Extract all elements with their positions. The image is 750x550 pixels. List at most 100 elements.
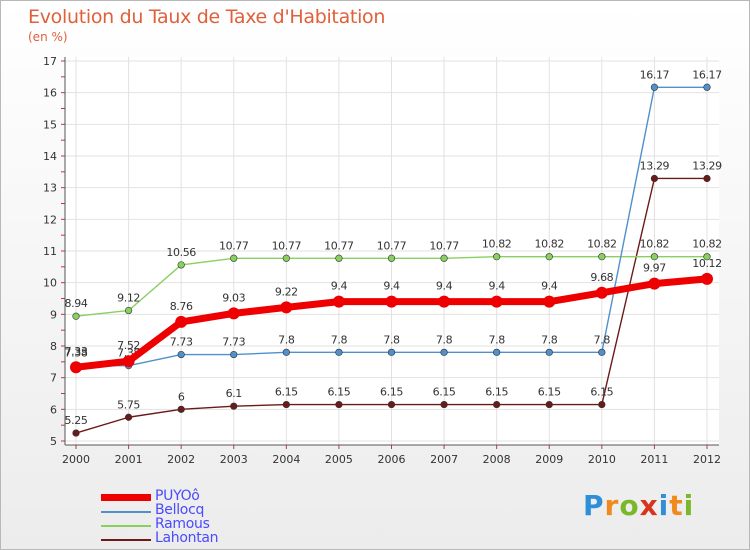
y-tick-label: 9 — [50, 308, 57, 321]
data-point — [440, 348, 448, 356]
data-point — [177, 261, 185, 269]
data-point — [703, 83, 711, 91]
data-label: 10.77 — [377, 239, 407, 252]
data-label: 9.4 — [331, 280, 348, 293]
x-tick-label: 2001 — [115, 453, 143, 466]
data-label: 7.52 — [117, 339, 140, 352]
data-point — [598, 253, 606, 261]
y-tick-label: 5 — [50, 435, 57, 448]
data-point — [282, 348, 290, 356]
x-tick-label: 2000 — [62, 453, 90, 466]
proxiti-logo: Proxiti — [583, 489, 695, 522]
data-point — [387, 348, 396, 356]
data-label: 7.8 — [383, 333, 400, 346]
y-tick-label: 6 — [50, 403, 57, 416]
data-label: 7.8 — [541, 333, 558, 346]
legend-swatch — [101, 525, 151, 527]
data-point — [70, 361, 82, 374]
data-point — [282, 400, 290, 409]
data-label: 9.97 — [643, 262, 666, 275]
data-label: 5.75 — [117, 398, 140, 411]
data-point — [282, 254, 290, 262]
data-label: 6.15 — [485, 386, 508, 399]
y-tick-label: 15 — [43, 118, 57, 131]
chart-unit-label: (en %) — [28, 30, 68, 44]
data-label: 9.4 — [489, 280, 506, 293]
data-label: 10.77 — [219, 239, 249, 252]
data-label: 10.82 — [587, 238, 617, 251]
data-point — [387, 254, 396, 262]
data-label: 7.8 — [331, 333, 348, 346]
data-label: 16.17 — [640, 68, 670, 81]
y-tick-label: 11 — [43, 245, 57, 258]
data-label: 9.22 — [275, 285, 298, 298]
data-point — [440, 400, 448, 409]
y-tick-label: 17 — [43, 55, 57, 68]
data-label: 10.12 — [692, 257, 722, 270]
data-label: 8.94 — [65, 297, 88, 310]
data-point — [335, 400, 343, 409]
data-label: 7.33 — [65, 345, 88, 358]
data-label: 10.82 — [535, 238, 565, 251]
data-point — [177, 405, 185, 413]
data-point — [122, 355, 135, 368]
y-tick-label: 7 — [50, 372, 57, 385]
data-point — [438, 295, 451, 308]
y-tick-label: 16 — [43, 87, 57, 100]
data-point — [72, 429, 80, 437]
data-point — [387, 400, 396, 409]
data-point — [545, 253, 553, 261]
data-label: 10.77 — [272, 239, 302, 252]
data-point — [598, 400, 606, 409]
data-point — [493, 253, 501, 261]
data-label: 6.15 — [380, 386, 403, 399]
x-tick-label: 2004 — [272, 453, 300, 466]
x-tick-label: 2007 — [430, 453, 458, 466]
data-point — [545, 348, 553, 356]
data-point — [177, 350, 185, 359]
data-point — [230, 350, 238, 359]
data-point — [703, 253, 711, 261]
x-tick-label: 2011 — [640, 453, 668, 466]
data-point — [493, 348, 501, 356]
legend-swatch — [101, 494, 151, 501]
x-tick-label: 2012 — [693, 453, 721, 466]
data-label: 6.15 — [590, 386, 613, 399]
data-point — [280, 301, 293, 314]
data-label: 6.15 — [433, 386, 456, 399]
data-point — [650, 253, 659, 261]
data-label: 9.4 — [383, 280, 400, 293]
x-tick-label: 2010 — [588, 453, 616, 466]
data-point — [598, 348, 606, 356]
data-point — [440, 254, 448, 262]
x-tick-label: 2009 — [535, 453, 563, 466]
data-label: 7.38 — [65, 347, 88, 360]
chart-title: Evolution du Taux de Taxe d'Habitation — [28, 6, 386, 28]
data-label: 6.1 — [226, 387, 242, 400]
data-label: 6.15 — [538, 386, 561, 399]
data-label: 10.77 — [324, 239, 354, 252]
data-label: 10.82 — [692, 238, 722, 251]
data-point — [175, 315, 188, 328]
data-point — [227, 307, 240, 320]
data-point — [385, 295, 398, 308]
legend-swatch — [101, 511, 151, 513]
data-label: 9.12 — [117, 292, 140, 305]
data-point — [332, 295, 345, 308]
data-label: 10.56 — [166, 246, 196, 259]
y-tick-label: 8 — [50, 340, 57, 353]
data-label: 10.82 — [640, 238, 670, 251]
data-label: 7.8 — [594, 333, 611, 346]
legend-swatch — [101, 539, 151, 541]
legend-label: Bellocq — [155, 502, 205, 518]
x-tick-label: 2006 — [378, 453, 406, 466]
data-label: 16.17 — [692, 68, 722, 81]
data-point — [72, 312, 80, 320]
data-label: 6.15 — [327, 386, 350, 399]
data-point — [230, 402, 238, 410]
data-label: 13.29 — [692, 159, 722, 172]
x-tick-label: 2008 — [483, 453, 511, 466]
y-tick-label: 10 — [43, 277, 57, 290]
